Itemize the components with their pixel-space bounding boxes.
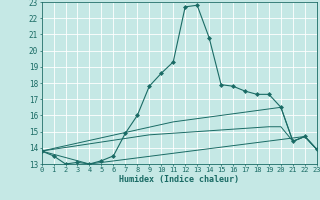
X-axis label: Humidex (Indice chaleur): Humidex (Indice chaleur) — [119, 175, 239, 184]
